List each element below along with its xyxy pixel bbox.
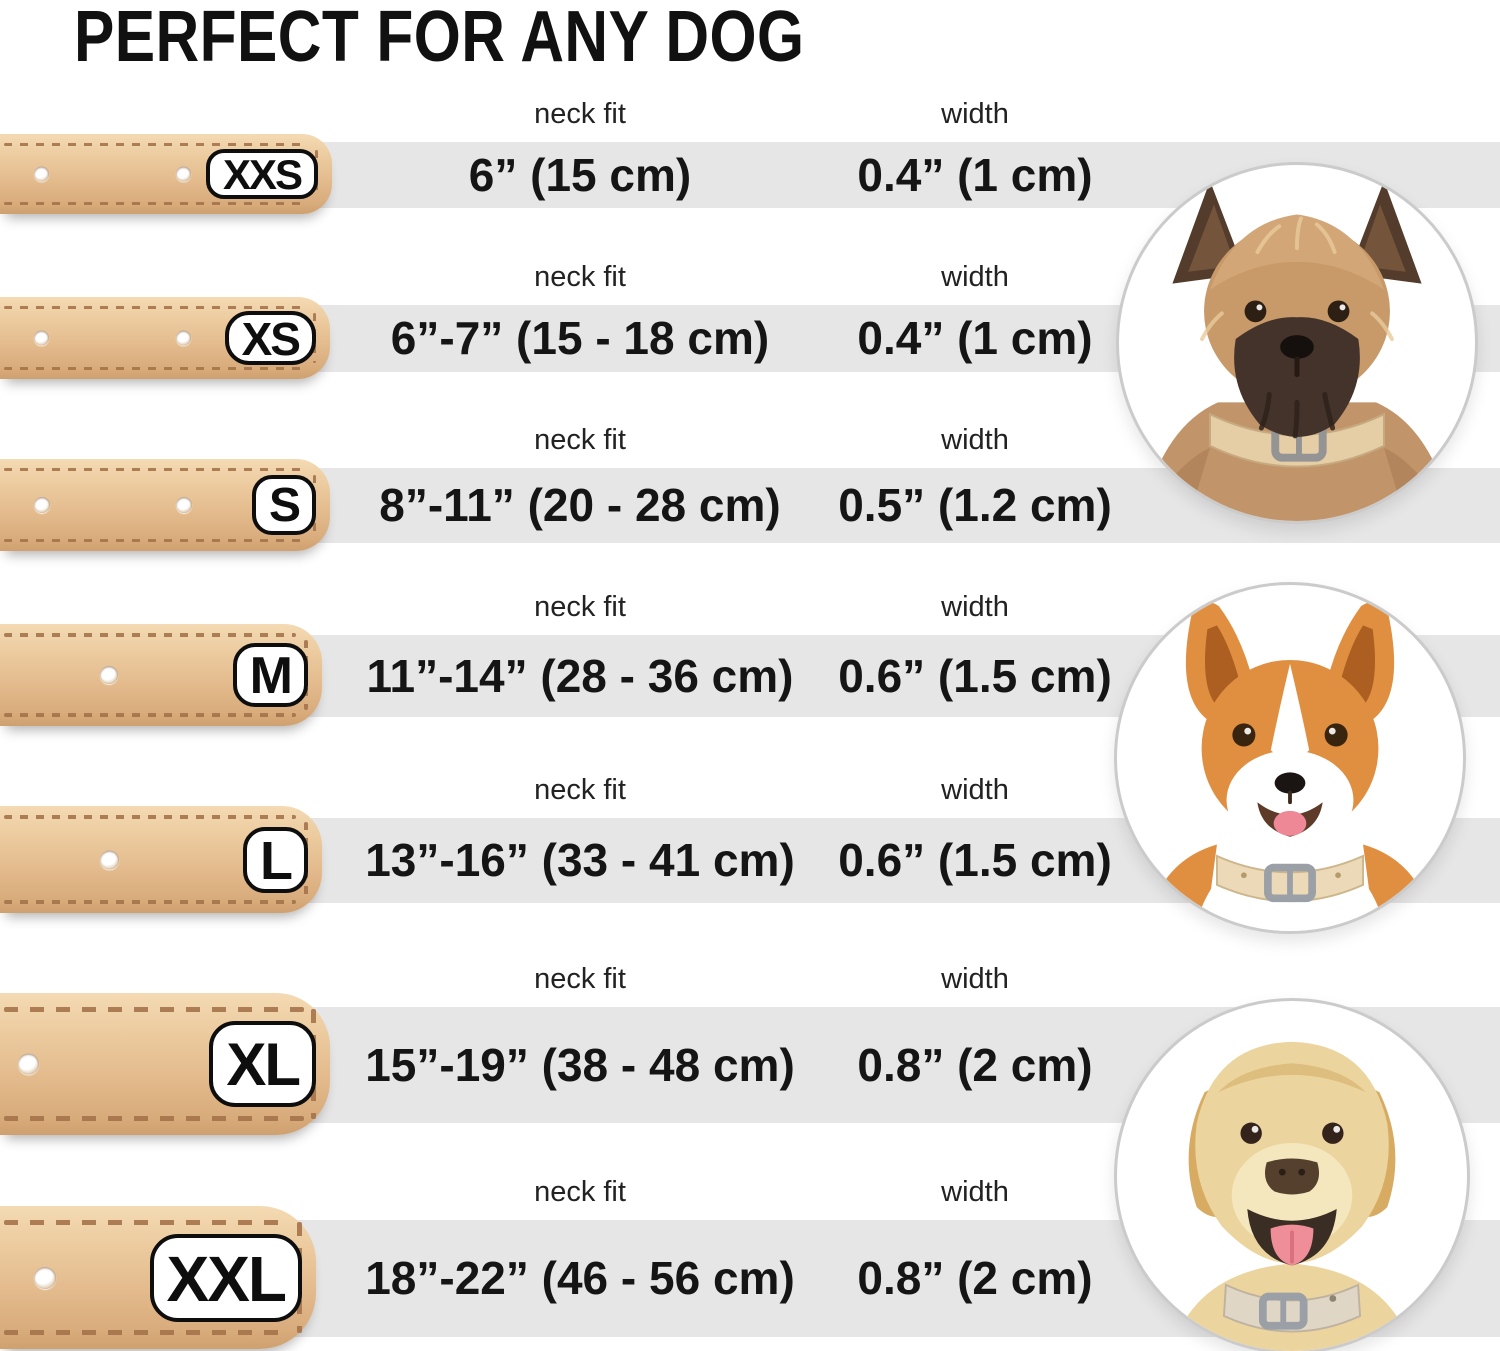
- width-column-header: width: [941, 424, 1009, 456]
- neck-fit-value: 13”-16” (33 - 41 cm): [365, 834, 795, 886]
- labrador-illustration: [1171, 1041, 1413, 1351]
- stitching: [4, 1007, 304, 1012]
- neck-fit-value: 6”-7” (15 - 18 cm): [390, 312, 770, 364]
- width-column-header: width: [941, 98, 1009, 130]
- collar-hole: [34, 1266, 56, 1289]
- width-column-header: width: [941, 963, 1009, 995]
- collar-hole: [176, 166, 191, 182]
- size-badge: S: [251, 475, 316, 535]
- width-column-header: width: [941, 774, 1009, 806]
- width-value: 0.6” (1.5 cm): [838, 650, 1112, 702]
- neck-fit-column-header: neck fit: [534, 424, 626, 456]
- width-value: 0.4” (1 cm): [857, 312, 1093, 364]
- collar-strap: XS: [0, 297, 330, 379]
- collar-hole: [100, 666, 118, 684]
- size-badge: M: [232, 643, 308, 707]
- collar-hole: [18, 1053, 39, 1075]
- neck-fit-value: 8”-11” (20 - 28 cm): [379, 479, 781, 531]
- page-title: PERFECT FOR ANY DOG: [74, 0, 805, 77]
- stitching: [4, 1116, 304, 1121]
- stitching: [4, 1220, 290, 1225]
- size-badge: XXS: [205, 149, 318, 199]
- stitching: [4, 713, 296, 717]
- width-value: 0.8” (2 cm): [857, 1252, 1093, 1304]
- stitching: [4, 367, 304, 370]
- neck-fit-value: 15”-19” (38 - 48 cm): [365, 1039, 795, 1091]
- stitching: [4, 202, 306, 205]
- neck-fit-value: 18”-22” (46 - 56 cm): [365, 1252, 795, 1304]
- stitching: [4, 306, 304, 309]
- stitching: [4, 815, 296, 819]
- neck-fit-value: 11”-14” (28 - 36 cm): [366, 650, 794, 702]
- collar-strap: M: [0, 624, 322, 726]
- width-value: 0.5” (1.2 cm): [838, 479, 1112, 531]
- width-column-header: width: [941, 1176, 1009, 1208]
- size-badge: XL: [209, 1021, 316, 1107]
- collar-strap: L: [0, 806, 322, 913]
- neck-fit-column-header: neck fit: [534, 963, 626, 995]
- neck-fit-column-header: neck fit: [534, 1176, 626, 1208]
- labrador-dog-photo: [1114, 998, 1470, 1351]
- neck-fit-column-header: neck fit: [534, 98, 626, 130]
- neck-fit-value: 6” (15 cm): [468, 149, 692, 201]
- stitching: [4, 900, 296, 904]
- width-value: 0.4” (1 cm): [857, 149, 1093, 201]
- corgi-dog-photo: [1114, 582, 1466, 934]
- collar-hole: [176, 330, 191, 346]
- width-column-header: width: [941, 591, 1009, 623]
- corgi-illustration: [1145, 600, 1435, 931]
- collar-strap: XL: [0, 993, 330, 1135]
- stitching: [4, 633, 296, 637]
- collar-hole: [176, 497, 192, 513]
- neck-fit-column-header: neck fit: [534, 774, 626, 806]
- collar-strap: XXL: [0, 1206, 316, 1349]
- stitching: [4, 539, 304, 542]
- collar-hole: [34, 330, 49, 346]
- collar-strap: XXS: [0, 134, 332, 214]
- size-badge: XS: [224, 311, 316, 365]
- neck-fit-column-header: neck fit: [534, 261, 626, 293]
- neck-fit-column-header: neck fit: [534, 591, 626, 623]
- stitching: [4, 143, 306, 146]
- width-value: 0.8” (2 cm): [857, 1039, 1093, 1091]
- collar-hole: [34, 166, 49, 182]
- collar-strap: S: [0, 459, 330, 551]
- terrier-illustration: [1140, 180, 1454, 521]
- width-value: 0.6” (1.5 cm): [838, 834, 1112, 886]
- collar-hole: [100, 850, 119, 869]
- collar-hole: [34, 497, 50, 513]
- stitching: [4, 468, 304, 471]
- terrier-dog-photo: [1116, 162, 1478, 524]
- stitching: [4, 1330, 290, 1335]
- width-column-header: width: [941, 261, 1009, 293]
- size-badge: XXL: [149, 1233, 302, 1322]
- size-badge: L: [243, 826, 308, 893]
